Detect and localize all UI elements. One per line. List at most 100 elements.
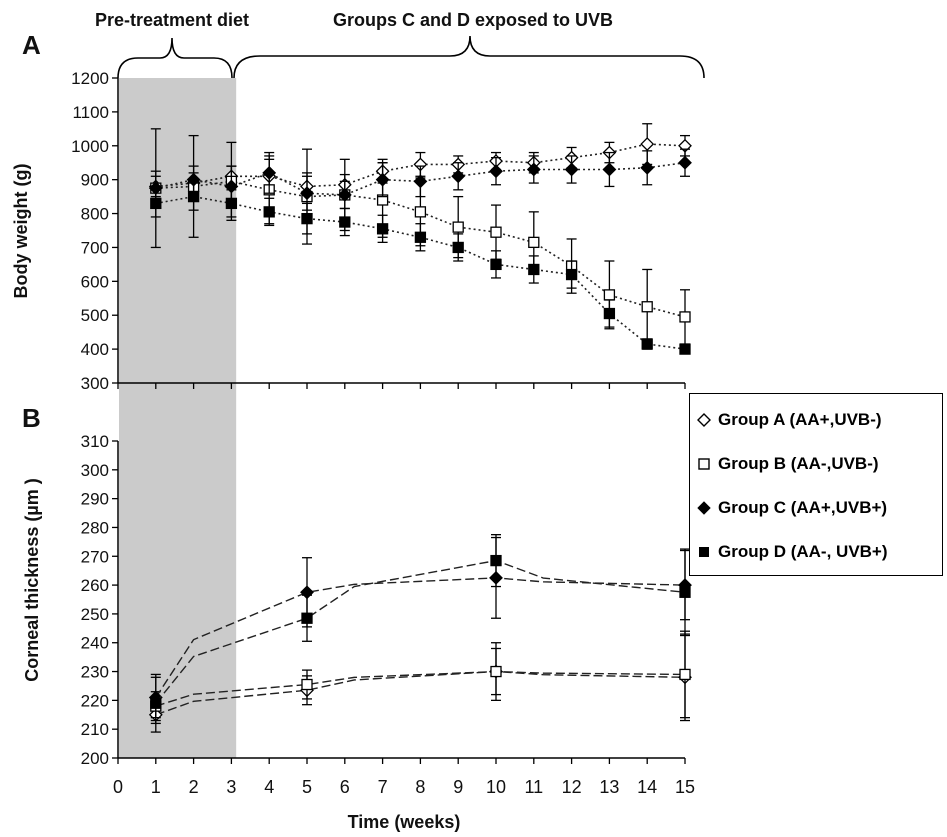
data-point-open-square [452,221,464,233]
y-tick-label: 310 [81,432,109,451]
legend-label: Group D (AA-, UVB+) [718,542,888,561]
filled-diamond-marker-icon [697,501,711,515]
y-tick-label: 280 [81,518,109,537]
x-tick-label: 13 [599,777,619,797]
legend-item-group-d: Group D (AA-, UVB+) [697,530,942,574]
series-line [155,143,686,188]
data-point-filled-square [301,612,313,624]
data-point-filled-diamond [602,162,617,177]
data-point-open-diamond [640,137,655,152]
x-tick-label: 0 [113,777,123,797]
y-tick-label: 260 [81,576,109,595]
legend-item-group-b: Group B (AA-,UVB-) [697,442,942,486]
x-tick-label: 2 [189,777,199,797]
data-point-filled-square [376,223,389,235]
x-tick-label: 7 [378,777,388,797]
y-tick-label: 300 [81,374,109,393]
y-tick-label: 1200 [71,69,109,88]
y-tick-label: 900 [81,171,109,190]
y-tick-label: 300 [81,461,109,480]
data-point-filled-square [490,554,502,567]
data-point-filled-diamond [564,162,579,177]
data-point-filled-square [187,190,200,203]
data-point-open-square [641,301,653,313]
x-tick-label: 8 [415,777,425,797]
y-tick-label: 270 [81,547,109,566]
legend-item-group-a: Group A (AA+,UVB-) [697,398,942,442]
panel-a-axes: 300 400 500 600 700 800 900 1000 1100 1200 [71,69,686,393]
data-point-open-square [414,206,427,218]
y-tick-label: 200 [81,749,109,768]
x-tick-label: 11 [524,777,543,797]
x-tick-label: 10 [486,777,506,797]
legend-label: Group B (AA-,UVB-) [718,454,879,473]
data-point-open-square [528,236,540,249]
x-tick-label: 4 [264,777,274,797]
data-point-filled-square [301,212,313,225]
data-point-filled-square [414,231,427,243]
data-point-filled-diamond [375,172,390,187]
data-point-filled-diamond [337,187,352,202]
data-point-filled-diamond [489,164,503,179]
panel-a-y-axis-label: Body weight (g) [11,164,31,299]
panel-b-y-axis-label: Corneal thickness (µm ) [22,478,42,681]
panel-a-series [148,123,692,355]
x-tick-label: 9 [453,777,463,797]
data-point-filled-diamond [300,186,314,201]
y-tick-label: 240 [81,634,109,653]
data-point-filled-square [565,268,578,281]
data-point-open-square [679,311,691,323]
data-point-open-square [490,665,502,678]
filled-square-marker-icon [699,547,709,557]
y-tick-label: 290 [81,490,109,509]
panel-a-body-weight: 300 400 500 600 700 800 900 1000 1100 1200 Body w… [11,69,692,393]
data-point-filled-diamond [413,174,428,189]
data-point-filled-square [528,263,540,276]
y-tick-label: 1000 [71,137,109,156]
series-line [155,670,686,707]
y-tick-label: 500 [81,306,109,325]
x-tick-label: 3 [226,777,236,797]
pre-treatment-label: Pre-treatment diet [95,10,249,30]
y-tick-label: 400 [81,340,109,359]
data-point-filled-square [603,307,616,320]
x-tick-label: 5 [302,777,312,797]
data-point-filled-diamond [262,165,277,180]
data-point-open-square [679,668,691,681]
series-filled-square [150,534,691,733]
data-point-open-square [603,289,616,301]
x-tick-label: 1 [151,777,161,797]
y-tick-label: 220 [81,691,109,710]
data-point-filled-square [452,241,464,254]
data-point-filled-square [490,258,502,271]
x-tick-label: 15 [675,777,695,797]
data-point-filled-square [679,586,691,598]
data-point-filled-square [679,343,691,355]
data-point-filled-square [150,197,162,210]
pre-treatment-shaded-region [119,78,237,758]
y-tick-label: 600 [81,272,109,291]
legend: Group A (AA+,UVB-) Group B (AA-,UVB-) Gr… [689,393,943,576]
y-tick-label: 1100 [72,103,109,122]
uvb-exposure-brace [233,35,705,79]
uvb-exposure-label: Groups C and D exposed to UVB [333,10,613,30]
data-point-filled-square [263,206,275,218]
data-point-filled-square [339,216,351,228]
panel-label-a: A [22,30,41,60]
series-filled-square [150,182,691,355]
data-point-filled-square [225,197,238,210]
x-tick-label: 6 [340,777,350,797]
y-tick-label: 230 [81,663,109,682]
panel-label-b: B [22,403,41,433]
panel-b-series [148,534,692,733]
open-diamond-marker-icon [697,413,711,427]
y-tick-label: 210 [81,720,109,739]
data-point-filled-diamond [640,160,655,175]
series-open-square [150,630,691,722]
x-tick-label: 12 [562,777,582,797]
y-tick-label: 700 [81,238,109,257]
data-point-open-square [490,226,502,238]
data-point-filled-diamond [451,169,466,184]
